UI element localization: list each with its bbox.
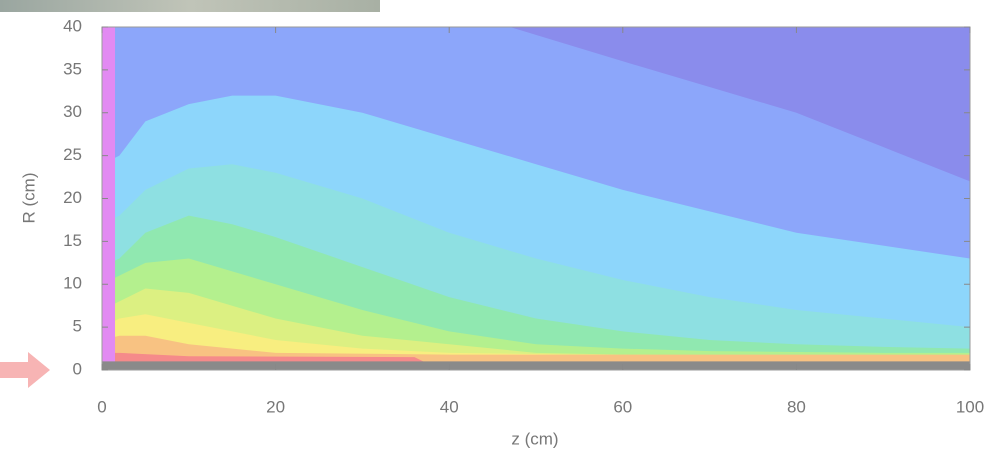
x-axis-label: z (cm) — [511, 429, 558, 448]
chart: z (cm) R (cm) 0 20 40 60 80 100 0 5 10 15 20 25 30 35… — [0, 0, 985, 462]
cropped-image — [0, 0, 380, 12]
y-tick-label: 5 — [73, 317, 82, 336]
pointer-arrow — [0, 352, 50, 388]
x-tick-label: 20 — [266, 397, 285, 416]
y-tick-label: 40 — [63, 16, 82, 35]
y-tick-label: 30 — [63, 102, 82, 121]
y-tick-label: 20 — [63, 188, 82, 207]
y-tick-label: 25 — [63, 145, 82, 164]
y-tick-label: 15 — [63, 231, 82, 250]
page: z (cm) R (cm) 0 20 40 60 80 100 0 5 10 15 20 25 30 35… — [0, 0, 985, 462]
y-axis-label: R (cm) — [19, 173, 38, 224]
x-tick-label: 80 — [787, 397, 806, 416]
contour-band — [102, 361, 970, 370]
y-tick-label: 10 — [63, 274, 82, 293]
x-tick-label: 0 — [97, 397, 106, 416]
x-tick-label: 40 — [440, 397, 459, 416]
y-tick-label: 0 — [73, 359, 82, 378]
y-tick-label: 35 — [63, 59, 82, 78]
x-tick-label: 100 — [956, 397, 984, 416]
x-tick-label: 60 — [613, 397, 632, 416]
